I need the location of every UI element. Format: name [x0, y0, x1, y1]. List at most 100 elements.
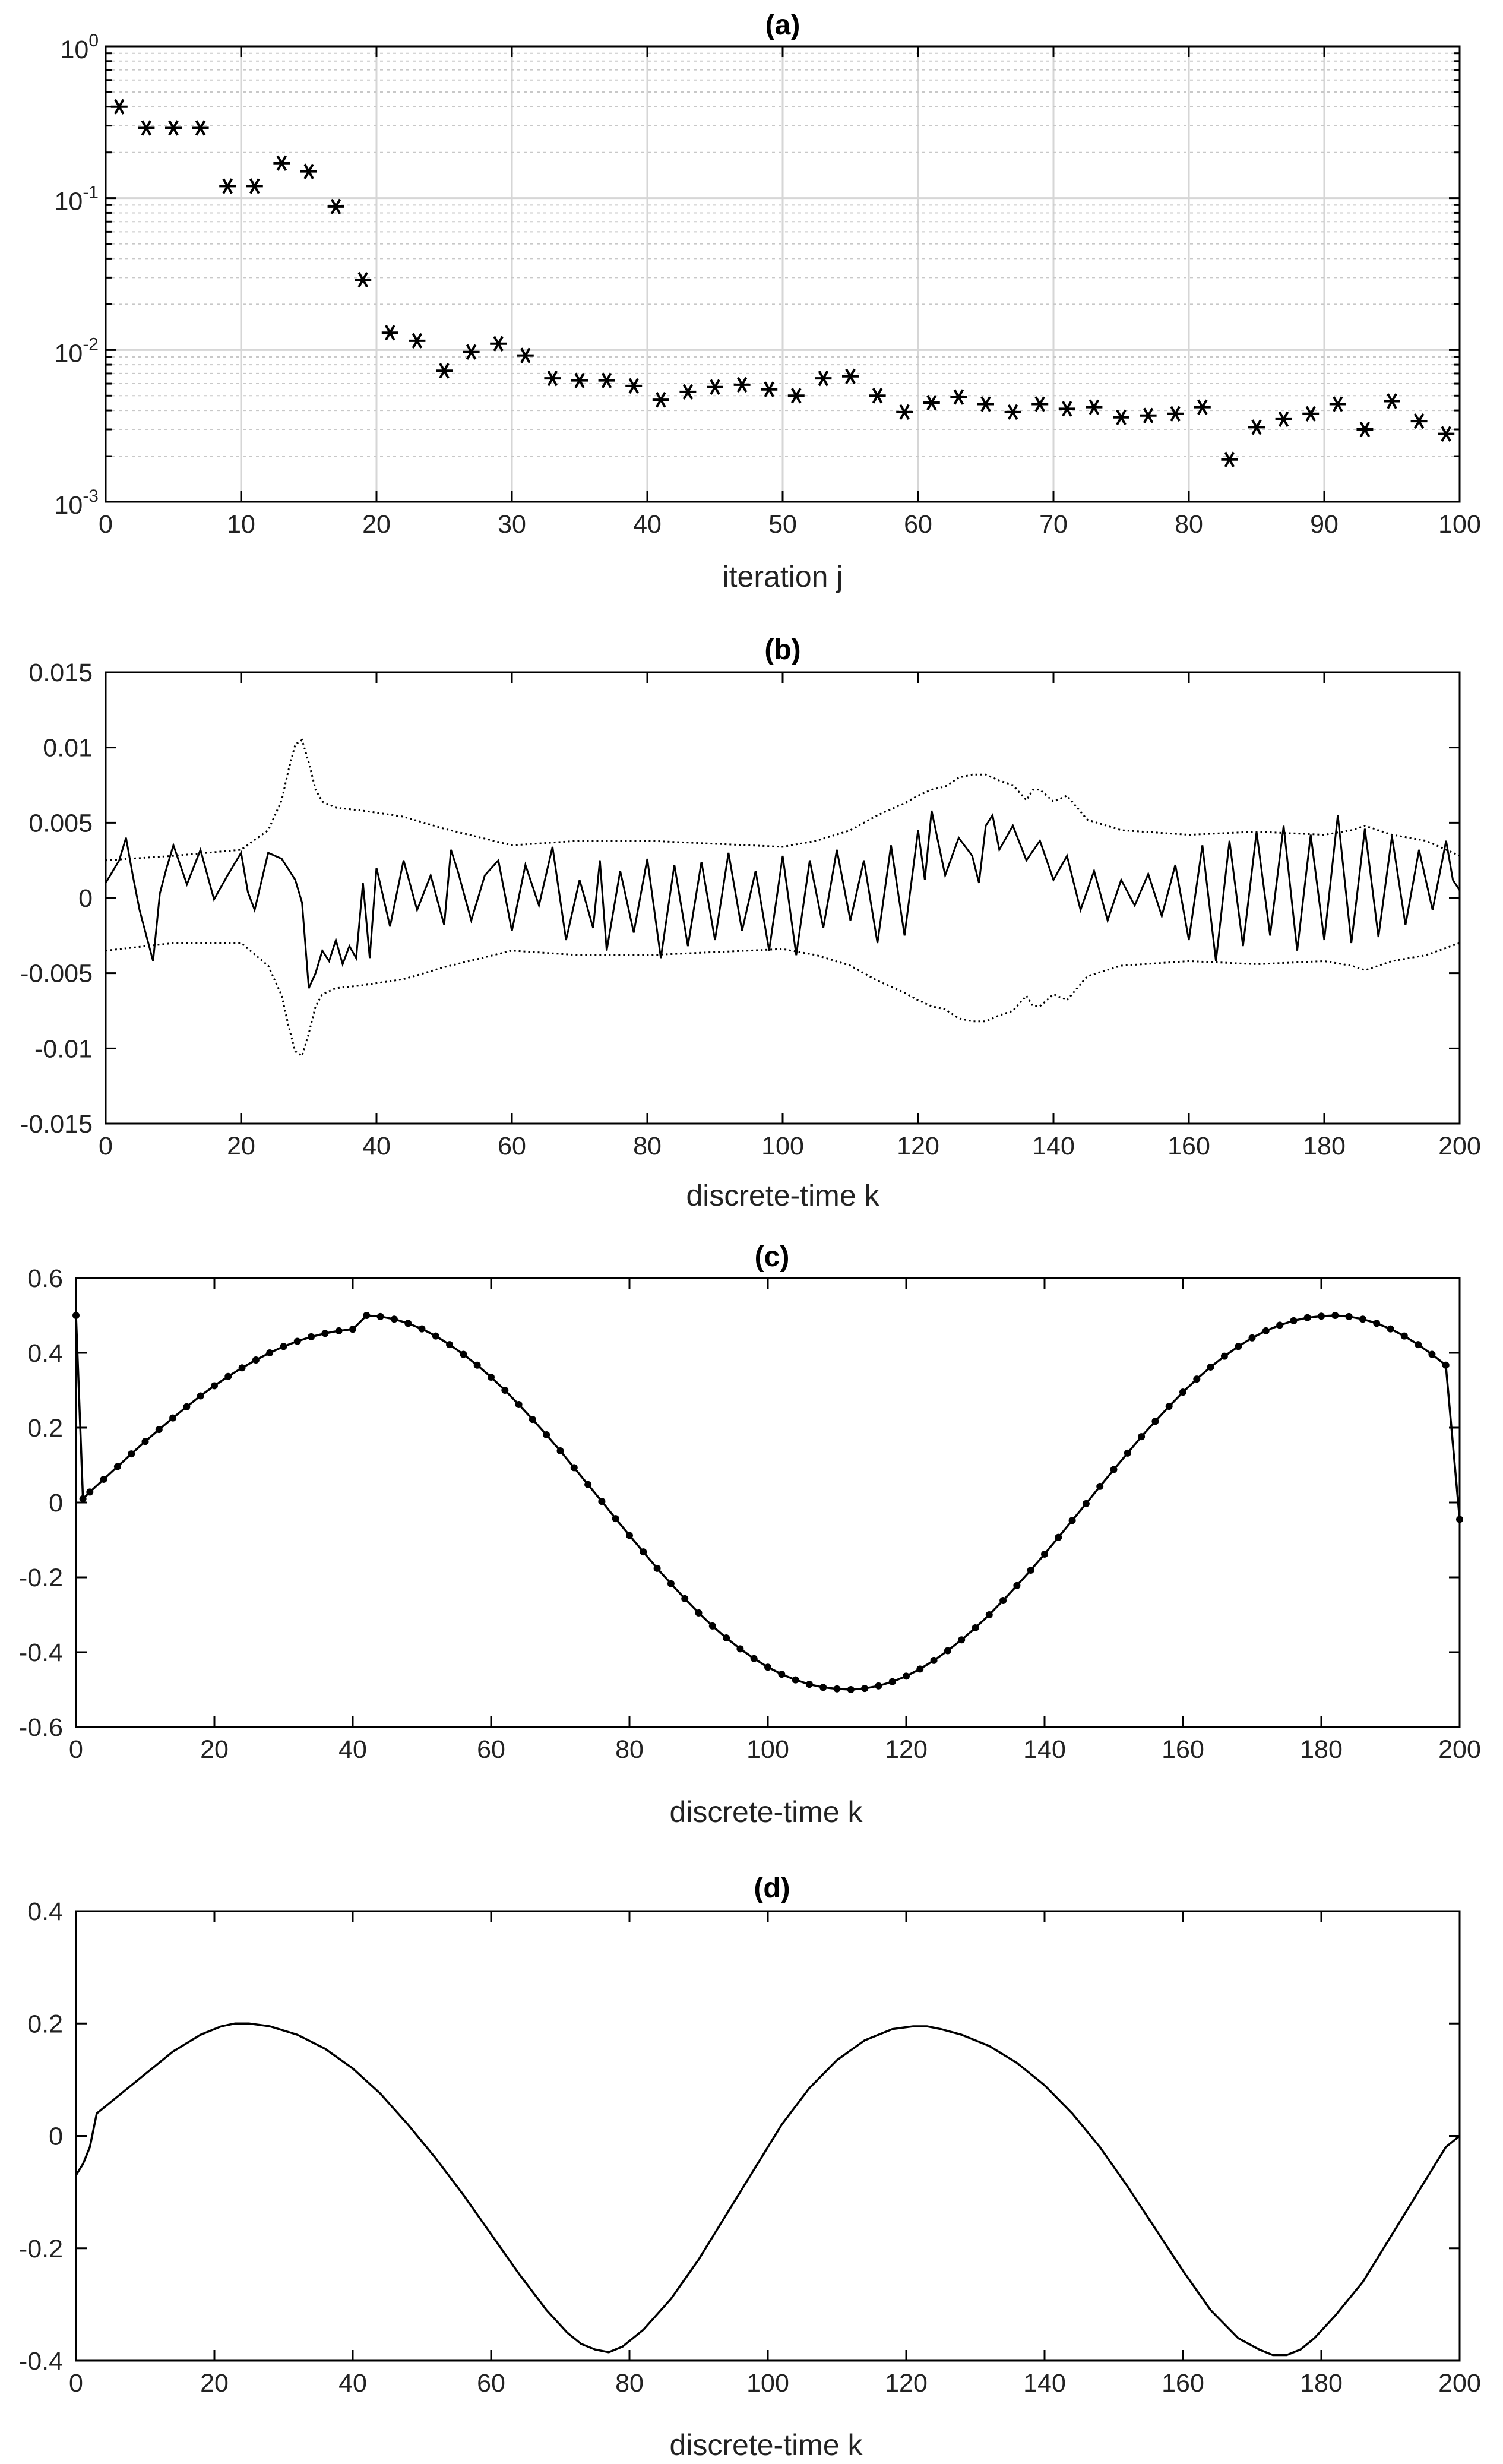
data-point: [165, 120, 182, 136]
data-point: [805, 1681, 813, 1688]
data-point: [446, 1341, 454, 1349]
data-point: [349, 1326, 356, 1333]
data-point-stroke: [466, 344, 477, 360]
x-tick-label: 200: [1438, 1735, 1481, 1764]
x-tick-label: 0: [69, 1735, 83, 1764]
x-tick-label: 140: [1023, 1735, 1066, 1764]
y-tick-base: 10: [60, 36, 88, 64]
y-tick-exponent: -3: [83, 486, 99, 506]
data-point: [626, 1532, 633, 1539]
panel-c-data: [72, 1312, 1463, 1693]
data-point: [833, 1685, 841, 1693]
data-point-stroke: [303, 163, 314, 179]
data-point: [708, 1622, 716, 1630]
data-point: [653, 1564, 661, 1572]
data-point: [944, 1647, 951, 1655]
data-point-stroke: [899, 404, 910, 420]
y-tick-label: -0.2: [19, 2235, 63, 2263]
x-tick-label: 80: [615, 1735, 644, 1764]
y-tick-label: -0.6: [19, 1713, 63, 1742]
data-point: [113, 1463, 121, 1470]
panel-b-y-axis: -0.015 -0.01 -0.005 0 0.005 0.01 0.015: [20, 659, 1460, 1138]
data-point-stroke: [980, 396, 991, 412]
data-point: [1275, 411, 1292, 428]
data-point: [1082, 1500, 1090, 1507]
data-point: [1124, 1449, 1131, 1457]
data-point-stroke: [736, 377, 748, 393]
data-point: [517, 347, 534, 363]
data-point-stroke: [276, 155, 287, 171]
data-point: [515, 1400, 523, 1408]
x-tick-label: 10: [227, 510, 255, 539]
data-point-stroke: [1007, 404, 1018, 420]
data-point: [652, 391, 669, 408]
data-point: [1359, 1315, 1366, 1323]
panel-d-title: (d): [754, 1872, 790, 1904]
data-point: [335, 1327, 343, 1334]
data-point: [707, 379, 723, 395]
x-tick-label: 60: [477, 2369, 505, 2397]
y-tick-exponent: 0: [88, 31, 99, 50]
x-tick-label: 0: [99, 510, 113, 539]
data-point: [861, 1685, 869, 1693]
data-point-stroke: [1278, 411, 1289, 428]
x-tick-label: 80: [633, 1132, 662, 1160]
y-tick-label: -0.2: [19, 1564, 63, 1592]
data-point: [219, 178, 236, 194]
y-tick-label: 0.2: [27, 1414, 63, 1443]
y-tick-label: 0.6: [27, 1264, 63, 1293]
data-point: [197, 1392, 204, 1400]
data-point: [211, 1382, 218, 1390]
panel-c-y-axis: -0.6 -0.4 -0.2 0 0.2 0.4 0.6: [19, 1264, 1460, 1742]
data-point: [1167, 406, 1184, 422]
x-tick-label: 200: [1438, 2369, 1481, 2397]
data-point: [1384, 393, 1400, 409]
data-point: [950, 389, 967, 405]
data-point: [958, 1636, 966, 1644]
data-point: [1151, 1418, 1159, 1425]
data-point: [1013, 1581, 1021, 1589]
data-point-stroke: [1089, 399, 1100, 415]
data-point-stroke: [439, 363, 450, 379]
data-point: [1058, 401, 1075, 417]
panel-c-x-axis: 0 20 40 60 80 100 120 140 160 180 200: [69, 1278, 1481, 1764]
data-point: [1331, 1312, 1339, 1319]
y-tick-base: 10: [54, 339, 83, 368]
x-tick-label: 100: [746, 2369, 789, 2397]
data-point-stroke: [141, 120, 152, 136]
data-point-stroke: [493, 336, 504, 352]
data-point-stroke: [1197, 399, 1208, 415]
x-tick-label: 120: [897, 1132, 939, 1160]
data-point: [1442, 1361, 1450, 1369]
data-point: [432, 1332, 439, 1340]
panel-a-chart: (a) 0 10 20 30 40 50 60 70 80 90 100 10010-110-210…: [54, 10, 1480, 593]
panel-a-data: [110, 99, 1455, 467]
x-tick-label: 140: [1023, 2369, 1066, 2397]
y-tick-label: 0.4: [27, 1339, 63, 1368]
data-point: [584, 1481, 592, 1488]
data-point: [1110, 1466, 1118, 1473]
data-point: [598, 372, 615, 388]
x-tick-label: 200: [1438, 1132, 1481, 1160]
y-tick-label: 0: [49, 2123, 63, 2151]
data-point-stroke: [1305, 406, 1316, 422]
x-tick-label: 20: [200, 1735, 229, 1764]
data-point-stroke: [656, 391, 666, 408]
panel-a-x-label: iteration j: [723, 560, 843, 593]
data-point: [155, 1426, 163, 1434]
data-point: [571, 372, 588, 388]
panel-d-y-axis: -0.4 -0.2 0 0.2 0.4: [19, 1897, 1460, 2376]
data-point: [501, 1387, 509, 1394]
data-point: [1415, 1341, 1422, 1349]
data-point: [1303, 1314, 1311, 1321]
y-tick-label: -0.01: [34, 1035, 93, 1063]
x-tick-label: 180: [1303, 1132, 1346, 1160]
data-point: [977, 396, 994, 412]
data-point: [1235, 1343, 1242, 1350]
data-point: [625, 378, 643, 394]
data-point-stroke: [520, 347, 531, 363]
data-point-stroke: [628, 378, 639, 394]
x-tick-label: 0: [69, 2369, 83, 2397]
panel-b-x-label: discrete-time k: [686, 1179, 879, 1212]
y-tick-label: 10-3: [54, 486, 99, 520]
